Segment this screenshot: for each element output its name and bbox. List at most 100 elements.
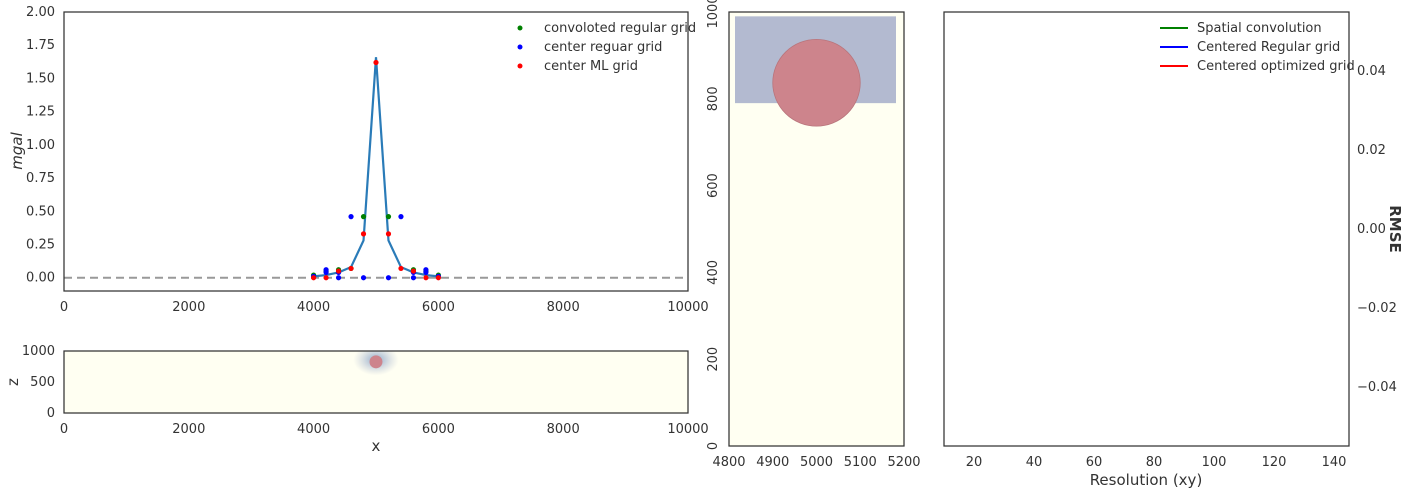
point-center-regular (335, 275, 342, 281)
point-center-regular (385, 275, 392, 281)
legend-label-spatial: Spatial convolution (1197, 21, 1322, 36)
profile-panel: 0 2000 4000 6000 8000 10000 0.00 0.25 0.50 0.75 1… (8, 5, 709, 315)
rmse-x-ticks: 20 40 60 80 100 120 140 (966, 455, 1347, 470)
y-tick-label: 2.00 (26, 5, 55, 20)
point-center-regular (410, 275, 417, 281)
x-tick-label: 10000 (667, 300, 708, 315)
section-frame (63, 350, 689, 414)
profile-points (311, 59, 441, 281)
x-tick-label: 80 (1146, 455, 1163, 470)
y-tick-label: 1000 (22, 344, 55, 359)
y-tick-label: 600 (706, 173, 721, 198)
point-center-regular (360, 275, 367, 281)
rmse-x-label: Resolution (xy) (1090, 471, 1203, 489)
rmse-frame (943, 11, 1350, 447)
y-tick-label: 0.02 (1357, 143, 1386, 158)
x-tick-label: 5100 (844, 455, 877, 470)
zoom-panel: 4800 4900 5000 5100 5200 0 200 400 600 800 1000 (706, 0, 921, 470)
x-tick-label: 4900 (756, 455, 789, 470)
profile-y-ticks: 0.00 0.25 0.50 0.75 1.00 1.25 1.50 1.75 2.00 (26, 5, 55, 286)
y-tick-label: 800 (706, 86, 721, 111)
y-tick-label: 1.75 (26, 38, 55, 53)
legend-label-centered-regular: Centered Regular grid (1197, 40, 1340, 55)
y-tick-label: 1.25 (26, 105, 55, 120)
legend-marker-center-regular (517, 44, 523, 50)
y-tick-label: 500 (30, 375, 55, 390)
point-center-ml (311, 275, 317, 281)
rmse-y-ticks: 0.04 0.02 0.00 −0.02 −0.04 (1357, 64, 1397, 395)
point-center-ml (323, 275, 329, 281)
y-tick-label: 0.00 (26, 271, 55, 286)
y-tick-label: 0.25 (26, 238, 55, 253)
x-tick-label: 20 (966, 455, 983, 470)
rmse-legend: Spatial convolution Centered Regular gri… (1160, 21, 1355, 74)
y-tick-label: 1.00 (26, 138, 55, 153)
section-sphere (369, 355, 383, 369)
x-tick-label: 8000 (547, 422, 580, 437)
x-tick-label: 8000 (547, 300, 580, 315)
y-tick-label: 1.50 (26, 71, 55, 86)
legend-label-convolved: convoloted regular grid (544, 21, 696, 36)
x-tick-label: 4000 (297, 422, 330, 437)
y-tick-label: 1000 (706, 0, 721, 29)
legend-label-center-regular: center reguar grid (544, 40, 662, 55)
point-center-regular (398, 214, 404, 220)
x-tick-label: 5200 (887, 455, 920, 470)
x-tick-label: 0 (60, 422, 68, 437)
point-center-regular (423, 267, 429, 273)
y-tick-label: 0 (47, 406, 55, 421)
profile-legend: convoloted regular grid center reguar gr… (517, 21, 696, 74)
point-convolved (385, 214, 392, 220)
x-tick-label: 4800 (712, 455, 745, 470)
x-tick-label: 2000 (172, 300, 205, 315)
section-y-label: z (4, 378, 22, 386)
x-tick-label: 60 (1086, 455, 1103, 470)
legend-marker-center-ml (517, 63, 523, 69)
rmse-y-label: RMSE (1386, 205, 1404, 253)
point-center-ml (335, 268, 342, 274)
x-tick-label: 140 (1322, 455, 1347, 470)
point-center-regular (348, 214, 354, 220)
x-tick-label: 2000 (172, 422, 205, 437)
zoom-sphere (772, 38, 861, 127)
zoom-x-ticks: 4800 4900 5000 5100 5200 (712, 455, 920, 470)
point-center-ml (385, 231, 392, 237)
y-tick-label: 0 (706, 442, 721, 450)
profile-curve (313, 57, 439, 278)
x-tick-label: 10000 (667, 422, 708, 437)
x-tick-label: 4000 (297, 300, 330, 315)
y-tick-label: 0.04 (1357, 64, 1386, 79)
point-center-ml (423, 275, 429, 281)
section-y-ticks: 0 500 1000 (22, 344, 55, 421)
legend-label-center-ml: center ML grid (544, 59, 638, 74)
x-tick-label: 0 (60, 300, 68, 315)
y-tick-label: 400 (706, 260, 721, 285)
profile-frame (63, 11, 689, 292)
section-x-label: x (372, 437, 381, 455)
point-center-regular (323, 267, 329, 273)
x-tick-label: 40 (1026, 455, 1043, 470)
point-center-ml (373, 59, 379, 66)
point-center-ml (360, 231, 367, 237)
point-center-ml (348, 265, 354, 272)
x-tick-label: 6000 (422, 300, 455, 315)
section-x-ticks: 0 2000 4000 6000 8000 10000 (60, 422, 709, 437)
y-tick-label: 0.50 (26, 204, 55, 219)
y-tick-label: −0.02 (1357, 301, 1397, 316)
y-tick-label: 200 (706, 347, 721, 372)
point-center-ml (410, 268, 417, 274)
x-tick-label: 100 (1202, 455, 1227, 470)
profile-x-ticks: 0 2000 4000 6000 8000 10000 (60, 300, 709, 315)
zoom-y-ticks: 0 200 400 600 800 1000 (706, 0, 721, 450)
y-tick-label: −0.04 (1357, 380, 1397, 395)
section-panel: 0 2000 4000 6000 8000 10000 0 500 1000 x z (4, 344, 709, 455)
point-center-ml (398, 265, 404, 272)
y-tick-label: 0.75 (26, 171, 55, 186)
point-center-ml (435, 275, 441, 281)
x-tick-label: 6000 (422, 422, 455, 437)
x-tick-label: 120 (1262, 455, 1287, 470)
zoom-frame (728, 11, 905, 447)
x-tick-label: 5000 (800, 455, 833, 470)
y-tick-label: 0.00 (1357, 222, 1386, 237)
